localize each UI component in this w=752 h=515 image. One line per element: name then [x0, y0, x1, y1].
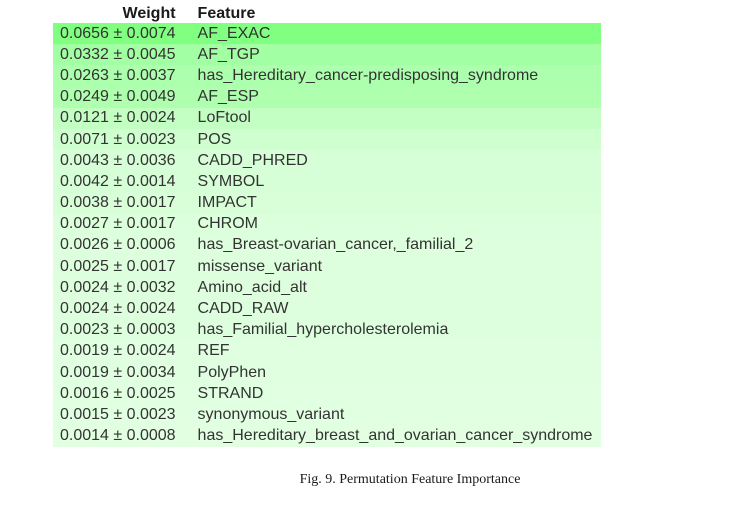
table-row: 0.0014 ± 0.0008 has_Hereditary_breast_and…: [53, 425, 602, 447]
table-row: 0.0026 ± 0.0006 has_Breast-ovarian_cancer…: [53, 234, 602, 257]
table-row: 0.0027 ± 0.0017 CHROM: [53, 213, 602, 235]
table-body: 0.0656 ± 0.0074 AF_EXAC 0.0332 ± 0.0045 AF_…: [53, 23, 602, 447]
weight-cell: 0.0249 ± 0.0049: [60, 88, 176, 106]
feature-cell: missense_variant: [197, 257, 323, 275]
weight-cell: 0.0024 ± 0.0024: [60, 300, 176, 318]
weight-cell: 0.0015 ± 0.0023: [60, 405, 176, 423]
feature-cell: PolyPhen: [197, 363, 267, 381]
table-row: 0.0656 ± 0.0074 AF_EXAC: [53, 23, 602, 45]
table-row: 0.0071 ± 0.0023 POS: [53, 128, 602, 151]
feature-cell: CADD_PHRED: [197, 151, 308, 169]
feature-cell: AF_TGP: [197, 45, 260, 63]
weight-cell: 0.0121 ± 0.0024: [60, 109, 176, 127]
feature-importance-table: Weight Feature 0.0656 ± 0.0074 AF_EXAC 0.0…: [53, 2, 602, 447]
weight-cell: 0.0026 ± 0.0006: [60, 236, 176, 254]
table-row: 0.0019 ± 0.0024 REF: [53, 340, 602, 362]
weight-cell: 0.0019 ± 0.0034: [60, 363, 176, 381]
header-row: Weight Feature: [53, 2, 601, 23]
feature-cell: REF: [197, 342, 230, 360]
table-row: 0.0019 ± 0.0034 PolyPhen: [53, 362, 602, 384]
table-row: 0.0249 ± 0.0049 AF_ESP: [53, 86, 602, 108]
table-row: 0.0024 ± 0.0032 Amino_acid_alt: [53, 277, 602, 299]
feature-column-header: Feature: [197, 5, 256, 22]
weight-cell: 0.0332 ± 0.0045: [60, 45, 176, 63]
feature-cell: CADD_RAW: [197, 300, 289, 318]
feature-cell: SYMBOL: [197, 172, 265, 190]
table-row: 0.0043 ± 0.0036 CADD_PHRED: [53, 150, 602, 172]
table-row: 0.0016 ± 0.0025 STRAND: [53, 383, 602, 405]
table-row: 0.0025 ± 0.0017 missense_variant: [53, 256, 602, 278]
feature-cell: has_Hereditary_cancer-predisposing_syndr…: [197, 66, 539, 84]
weight-cell: 0.0023 ± 0.0003: [60, 321, 176, 339]
table-row: 0.0263 ± 0.0037 has_Hereditary_cancer-pre…: [53, 65, 602, 87]
weight-cell: 0.0071 ± 0.0023: [60, 130, 176, 148]
feature-cell: has_Familial_hypercholesterolemia: [197, 321, 449, 339]
table-row: 0.0023 ± 0.0003 has_Familial_hypercholest…: [53, 319, 602, 341]
feature-cell: AF_EXAC: [197, 24, 271, 42]
feature-cell: has_Breast-ovarian_cancer,_familial_2: [197, 236, 474, 254]
table-row: 0.0121 ± 0.0024 LoFtool: [53, 107, 602, 129]
feature-cell: CHROM: [197, 215, 258, 233]
table-row: 0.0038 ± 0.0017 IMPACT: [53, 192, 602, 214]
weight-cell: 0.0656 ± 0.0074: [60, 24, 176, 42]
feature-cell: LoFtool: [197, 109, 251, 127]
weight-cell: 0.0027 ± 0.0017: [60, 215, 176, 233]
feature-cell: STRAND: [197, 384, 264, 402]
feature-cell: has_Hereditary_breast_and_ovarian_cancer…: [197, 427, 593, 445]
table-row: 0.0332 ± 0.0045 AF_TGP: [53, 44, 602, 66]
weight-cell: 0.0263 ± 0.0037: [60, 66, 176, 84]
figure-caption-text: Fig. 9. Permutation Feature Importance: [299, 472, 521, 487]
weight-column-header: Weight: [122, 5, 176, 22]
weight-cell: 0.0014 ± 0.0008: [60, 427, 176, 445]
feature-cell: IMPACT: [197, 194, 257, 212]
weight-cell: 0.0043 ± 0.0036: [60, 151, 176, 169]
weight-cell: 0.0024 ± 0.0032: [60, 278, 176, 296]
weight-cell: 0.0042 ± 0.0014: [60, 172, 176, 190]
weight-cell: 0.0016 ± 0.0025: [60, 384, 176, 402]
table-row: 0.0024 ± 0.0024 CADD_RAW: [53, 298, 602, 320]
figure-caption: Fig. 9. Permutation Feature Importance: [0, 472, 752, 488]
weight-cell: 0.0038 ± 0.0017: [60, 194, 176, 212]
weight-cell: 0.0019 ± 0.0024: [60, 342, 176, 360]
feature-cell: POS: [197, 130, 232, 148]
table-row: 0.0015 ± 0.0023 synonymous_variant: [53, 404, 602, 426]
weight-cell: 0.0025 ± 0.0017: [60, 257, 176, 275]
table-row: 0.0042 ± 0.0014 SYMBOL: [53, 171, 602, 193]
feature-cell: AF_ESP: [197, 88, 259, 106]
feature-cell: synonymous_variant: [197, 405, 345, 423]
feature-cell: Amino_acid_alt: [197, 278, 307, 296]
